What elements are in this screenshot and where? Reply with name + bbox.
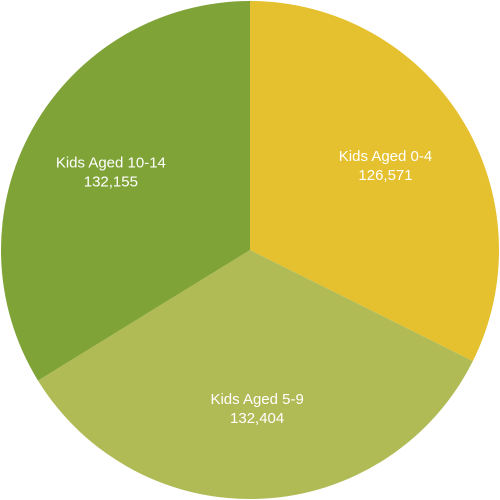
slice-value: 132,155 (84, 173, 138, 190)
pie-slice (250, 1, 499, 362)
slice-label: Kids Aged 10-14 (56, 154, 166, 171)
pie-slice (38, 250, 473, 499)
slice-label: Kids Aged 5-9 (210, 391, 303, 408)
pie-slice (1, 1, 251, 381)
slice-label: Kids Aged 0-4 (339, 148, 432, 165)
slice-value: 132,404 (230, 410, 284, 427)
slice-value: 126,571 (358, 167, 412, 184)
